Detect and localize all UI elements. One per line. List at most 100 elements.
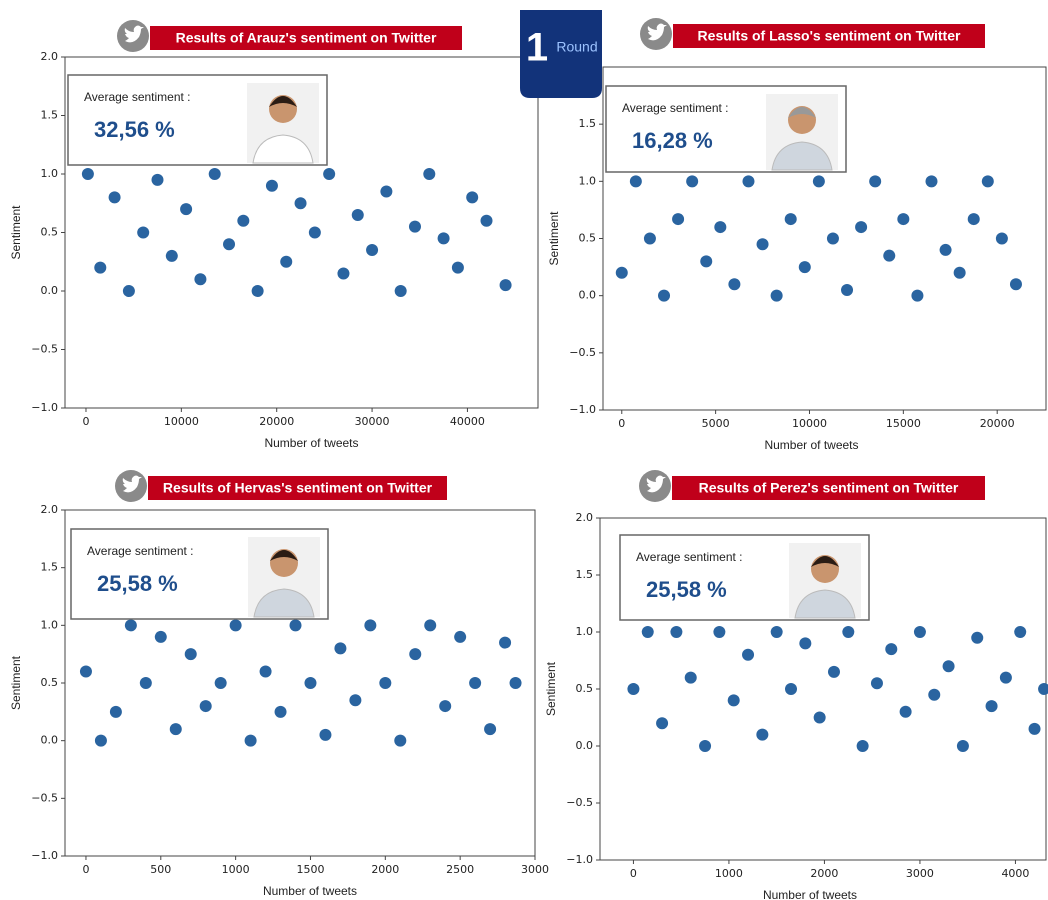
- point: [244, 734, 257, 747]
- point: [728, 278, 741, 291]
- x-tick-label: 1500: [296, 863, 324, 876]
- x-tick-label: 0: [618, 417, 625, 430]
- point: [700, 255, 713, 268]
- point: [499, 636, 512, 649]
- point: [259, 665, 272, 678]
- point: [770, 626, 783, 638]
- point: [827, 665, 840, 678]
- x-tick-label: 0: [82, 415, 89, 428]
- point: [469, 677, 482, 689]
- point: [451, 261, 464, 274]
- point: [394, 734, 407, 747]
- x-tick-label: 4000: [1001, 867, 1029, 880]
- point: [151, 173, 164, 186]
- average-label: Average sentiment :: [87, 544, 194, 558]
- point: [870, 677, 883, 690]
- point: [699, 740, 712, 752]
- y-tick-label: 2.0: [41, 50, 59, 63]
- point: [139, 677, 152, 689]
- point: [289, 619, 302, 632]
- chart-title: Results of Hervas's sentiment on Twitter: [163, 480, 433, 496]
- point: [672, 213, 685, 226]
- point: [364, 619, 377, 632]
- chart-title: Results of Perez's sentiment on Twitter: [699, 480, 959, 496]
- point: [713, 626, 726, 638]
- point: [124, 619, 137, 632]
- point: [842, 626, 855, 638]
- y-tick-label: 0.5: [579, 232, 597, 245]
- point: [499, 279, 512, 292]
- photo-body: [771, 141, 833, 171]
- point: [939, 243, 952, 256]
- point: [223, 238, 236, 251]
- round-badge: 1 Round: [520, 10, 602, 98]
- point: [942, 660, 955, 673]
- x-tick-label: 2500: [446, 863, 474, 876]
- point: [199, 700, 212, 713]
- point: [799, 637, 812, 650]
- point: [658, 289, 671, 302]
- point: [109, 705, 122, 718]
- point: [785, 683, 798, 695]
- average-label: Average sentiment :: [622, 101, 729, 115]
- x-tick-label: 0: [82, 863, 89, 876]
- twitter-bird: [124, 25, 144, 43]
- point: [323, 168, 336, 180]
- point: [798, 261, 811, 274]
- x-axis-label: Number of tweets: [763, 888, 857, 900]
- x-tick-label: 40000: [450, 415, 485, 428]
- y-axis-label: Sentiment: [9, 205, 23, 260]
- point: [439, 700, 452, 713]
- point: [911, 289, 924, 302]
- twitter-bird: [647, 23, 667, 41]
- point: [956, 740, 969, 752]
- point: [208, 168, 221, 180]
- y-tick-label: 2.0: [41, 503, 59, 516]
- point: [394, 285, 407, 297]
- y-tick-label: −0.5: [31, 791, 58, 804]
- point: [137, 226, 150, 239]
- point: [437, 232, 450, 245]
- point: [334, 642, 347, 655]
- point: [656, 717, 669, 730]
- point: [1038, 683, 1048, 695]
- point: [641, 626, 654, 638]
- y-axis-label: Sentiment: [544, 661, 558, 716]
- point: [194, 273, 207, 286]
- x-tick-label: 1000: [715, 867, 743, 880]
- point: [484, 723, 497, 736]
- title-banner: [148, 476, 447, 500]
- point: [337, 267, 350, 280]
- point: [94, 261, 107, 274]
- point: [237, 214, 250, 227]
- x-tick-label: 5000: [702, 417, 730, 430]
- twitter-bird: [122, 475, 142, 493]
- y-tick-label: 1.5: [576, 568, 594, 581]
- x-tick-label: 2000: [810, 867, 838, 880]
- point: [466, 191, 479, 204]
- point: [742, 648, 755, 661]
- point: [756, 728, 769, 741]
- y-tick-label: −0.5: [566, 796, 593, 809]
- point: [812, 175, 825, 188]
- point: [770, 289, 783, 302]
- point: [349, 694, 362, 707]
- point: [280, 255, 293, 268]
- x-tick-label: 10000: [792, 417, 827, 430]
- badge-text: Round: [556, 39, 597, 55]
- point: [423, 168, 436, 180]
- chart-title: Results of Arauz's sentiment on Twitter: [176, 30, 437, 46]
- point: [304, 677, 317, 689]
- point: [981, 175, 994, 188]
- average-value: 32,56 %: [94, 117, 175, 142]
- point: [165, 249, 178, 262]
- x-tick-label: 2000: [371, 863, 399, 876]
- photo-body: [253, 588, 315, 618]
- point: [967, 213, 980, 226]
- point: [670, 626, 683, 638]
- x-tick-label: 0: [630, 867, 637, 880]
- point: [999, 671, 1012, 684]
- y-axis-label: Sentiment: [9, 655, 23, 710]
- y-tick-label: 0.0: [576, 739, 594, 752]
